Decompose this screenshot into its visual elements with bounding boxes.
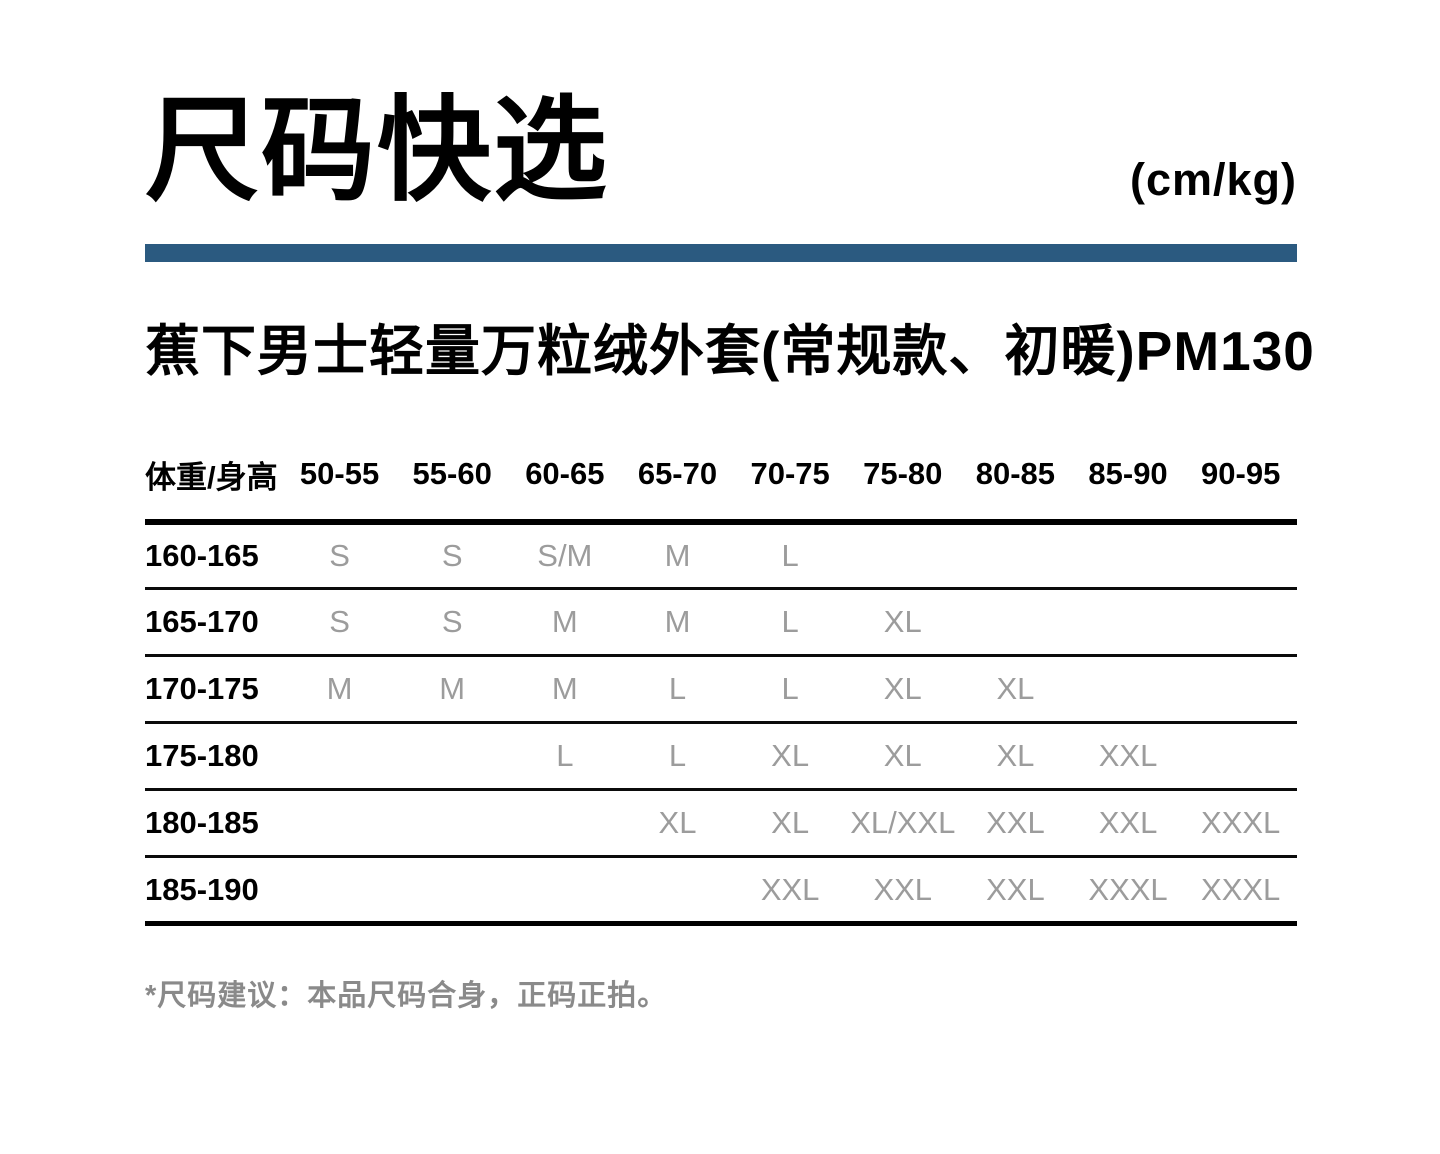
- size-cell: S/M: [537, 537, 593, 573]
- height-row-label: 180-185: [145, 805, 259, 841]
- size-cell: [283, 723, 396, 790]
- height-row-label: 165-170: [145, 604, 259, 640]
- size-cell: XXL: [1098, 805, 1158, 841]
- table-row: 160-165 S S S/M M L: [145, 522, 1297, 589]
- table-row: 165-170 S S M M L XL: [145, 589, 1297, 656]
- size-cell: [846, 522, 959, 589]
- table-row: 170-175 M M M L L XL XL: [145, 656, 1297, 723]
- size-cell: XXXL: [1088, 871, 1168, 907]
- size-cell: [1184, 656, 1297, 723]
- size-cell: XXL: [986, 805, 1045, 841]
- size-cell: L: [668, 671, 687, 707]
- size-cell: [396, 857, 509, 924]
- size-cell: L: [781, 604, 799, 640]
- size-cell: XXXL: [1201, 805, 1281, 841]
- size-cell: M: [551, 604, 578, 640]
- size-cell: L: [668, 738, 687, 774]
- weight-column-header: 75-80: [863, 456, 943, 492]
- weight-column-header: 50-55: [299, 456, 380, 492]
- size-cell: XXL: [986, 871, 1045, 907]
- content-area: 尺码快选 (cm/kg) 蕉下男士轻量万粒绒外套(常规款、初暖)PM130 体重…: [145, 92, 1315, 1013]
- size-cell: [509, 790, 622, 857]
- size-cell: M: [664, 604, 691, 640]
- size-cell: [396, 723, 509, 790]
- size-cell: XL: [771, 738, 810, 774]
- size-cell: XXXL: [1201, 871, 1281, 907]
- size-cell: XXL: [1098, 738, 1158, 774]
- table-header-row: 体重/身高 50-55 55-60 60-65 65-70 70-75 75-8…: [145, 452, 1297, 522]
- size-cell: [283, 857, 396, 924]
- size-cell: L: [781, 537, 799, 573]
- weight-column-header: 65-70: [637, 456, 718, 492]
- size-cell: S: [441, 604, 463, 640]
- size-cell: [1184, 589, 1297, 656]
- size-cell: [1072, 522, 1185, 589]
- weight-column-header: 55-60: [412, 456, 492, 492]
- size-cell: M: [551, 671, 578, 707]
- weight-column-header: 85-90: [1088, 456, 1168, 492]
- table-row: 175-180 L L XL XL XL XXL: [145, 723, 1297, 790]
- size-cell: [1072, 656, 1185, 723]
- size-cell: [959, 589, 1072, 656]
- table-row: 180-185 XL XL XL/XXL XXL XXL XXXL: [145, 790, 1297, 857]
- size-cell: [1184, 522, 1297, 589]
- size-cell: XL: [771, 805, 810, 841]
- size-cell: XXL: [873, 871, 933, 907]
- size-cell: XL: [996, 671, 1035, 707]
- size-cell: M: [439, 671, 466, 707]
- size-cell: [509, 857, 622, 924]
- corner-header: 体重/身高: [145, 459, 278, 495]
- size-cell: [1184, 723, 1297, 790]
- size-cell: [1072, 589, 1185, 656]
- size-cell: XL: [883, 671, 922, 707]
- footnote: *尺码建议：本品尺码合身，正码正拍。: [145, 980, 668, 1013]
- size-cell: XL/XXL: [850, 805, 956, 841]
- size-cell: S: [441, 537, 463, 573]
- size-cell: [621, 857, 734, 924]
- weight-column-header: 70-75: [750, 456, 830, 492]
- size-cell: XL: [658, 805, 697, 841]
- size-cell: XL: [883, 738, 922, 774]
- size-cell: L: [781, 671, 799, 707]
- size-cell: S: [329, 604, 350, 640]
- product-name: 蕉下男士轻量万粒绒外套(常规款、初暖)PM130: [145, 319, 1315, 382]
- size-cell: M: [326, 671, 353, 707]
- size-cell: M: [664, 537, 691, 573]
- weight-column-header: 90-95: [1201, 456, 1281, 492]
- unit-label: (cm/kg): [1129, 153, 1297, 205]
- size-table: 体重/身高 50-55 55-60 60-65 65-70 70-75 75-8…: [145, 452, 1297, 927]
- size-cell: XL: [883, 604, 922, 640]
- size-cell: [959, 522, 1072, 589]
- page-title: 尺码快选: [145, 88, 610, 215]
- size-cell: [396, 790, 509, 857]
- size-cell: S: [329, 537, 350, 573]
- weight-column-header: 80-85: [975, 456, 1056, 492]
- weight-column-header: 60-65: [525, 456, 605, 492]
- size-cell: XXL: [760, 871, 820, 907]
- height-row-label: 185-190: [145, 871, 259, 907]
- size-cell: [283, 790, 396, 857]
- size-cell: L: [556, 738, 574, 774]
- height-row-label: 160-165: [145, 537, 259, 573]
- height-row-label: 175-180: [145, 738, 259, 774]
- height-row-label: 170-175: [145, 671, 259, 707]
- divider-bar: [145, 243, 1297, 262]
- size-cell: XL: [996, 738, 1035, 774]
- header: 尺码快选 (cm/kg): [145, 92, 1297, 212]
- table-row: 185-190 XXL XXL XXL XXXL XXXL: [145, 857, 1297, 924]
